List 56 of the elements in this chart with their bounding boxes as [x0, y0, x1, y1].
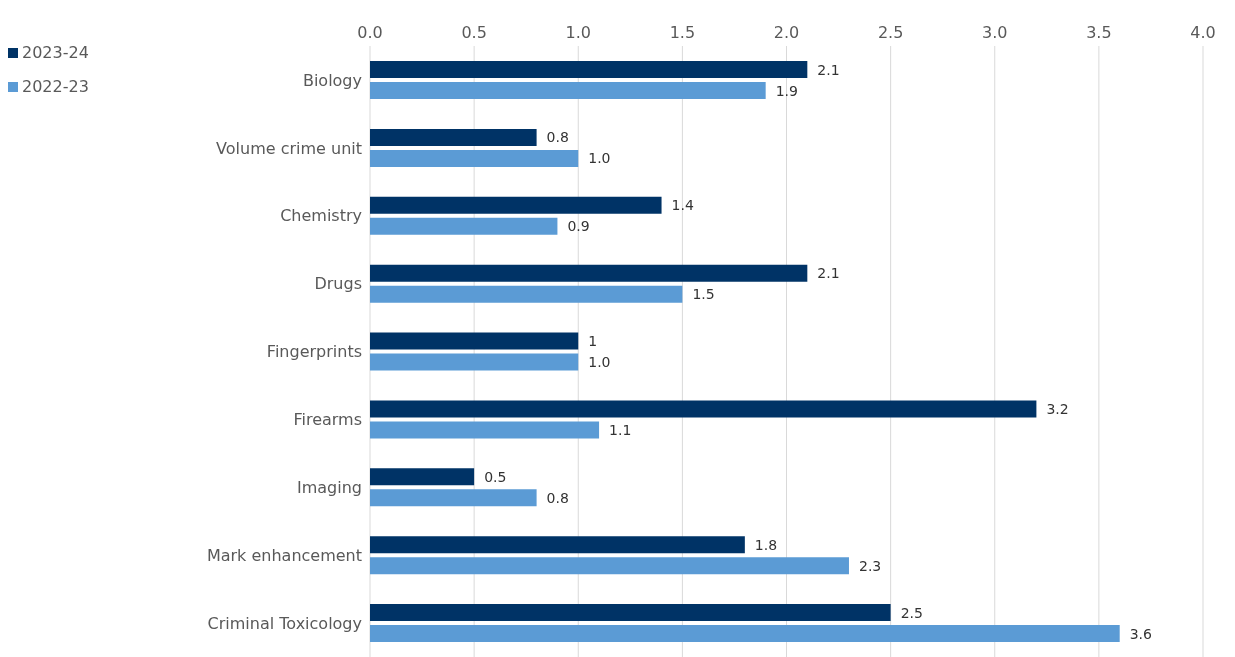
bar: [370, 196, 662, 214]
data-label: 1: [588, 333, 598, 350]
data-label: 0.8: [546, 489, 569, 506]
bar: [370, 61, 808, 78]
x-tick-label: 3.5: [1086, 23, 1112, 42]
bar: [370, 353, 579, 371]
x-tick-label: 3.0: [982, 23, 1008, 42]
bar: [370, 82, 766, 99]
y-tick-label: Biology: [302, 70, 362, 90]
data-label: 0.9: [567, 218, 590, 235]
data-label: 2.3: [858, 557, 882, 574]
data-label: 1.5: [692, 286, 715, 303]
legend-label: 2022-23: [22, 76, 89, 98]
bar: [370, 625, 1120, 643]
data-label: 1.0: [588, 150, 611, 167]
bar: [370, 421, 600, 439]
bar: [370, 149, 579, 167]
data-label: 1.0: [588, 354, 611, 371]
bar: [370, 536, 745, 554]
data-label: 1.8: [754, 536, 778, 553]
y-tick-label: Fingerprints: [266, 342, 362, 362]
y-tick-label: Drugs: [314, 274, 362, 294]
bar: [370, 604, 891, 622]
data-label: 1.1: [609, 421, 632, 438]
data-label: 1.4: [671, 197, 694, 214]
x-tick-label: 1.0: [565, 23, 591, 42]
legend-label: 2023-24: [22, 42, 89, 64]
data-label: 2.1: [817, 61, 840, 78]
y-tick-label: Chemistry: [280, 206, 362, 226]
data-label: 2.1: [817, 265, 840, 282]
bar: [370, 128, 537, 146]
data-label: 2.5: [900, 604, 923, 621]
bar: [370, 489, 537, 507]
data-label: 3.6: [1129, 625, 1153, 642]
y-tick-label: Mark enhancement: [206, 545, 362, 565]
bar: [370, 557, 849, 575]
bar: [370, 264, 808, 282]
x-tick-label: 1.5: [669, 23, 696, 42]
x-tick-label: 0.5: [461, 23, 487, 42]
data-label: 0.5: [484, 468, 507, 485]
y-tick-label: Volume crime unit: [216, 138, 362, 158]
y-tick-label: Criminal Toxicology: [207, 613, 362, 633]
x-tick-label: 4.0: [1190, 23, 1216, 42]
bar: [370, 285, 683, 303]
x-tick-label: 2.5: [877, 23, 904, 42]
data-label: 1.9: [775, 82, 798, 99]
bar: [370, 217, 558, 235]
x-tick-label: 0.0: [357, 23, 383, 42]
bar: [370, 400, 1037, 418]
bar: [370, 332, 579, 350]
y-tick-label: Imaging: [296, 477, 362, 497]
x-tick-label: 2.0: [773, 23, 800, 42]
data-label: 3.2: [1046, 400, 1069, 417]
y-tick-label: Firearms: [293, 410, 362, 430]
data-label: 0.8: [546, 129, 569, 146]
bar: [370, 468, 475, 486]
